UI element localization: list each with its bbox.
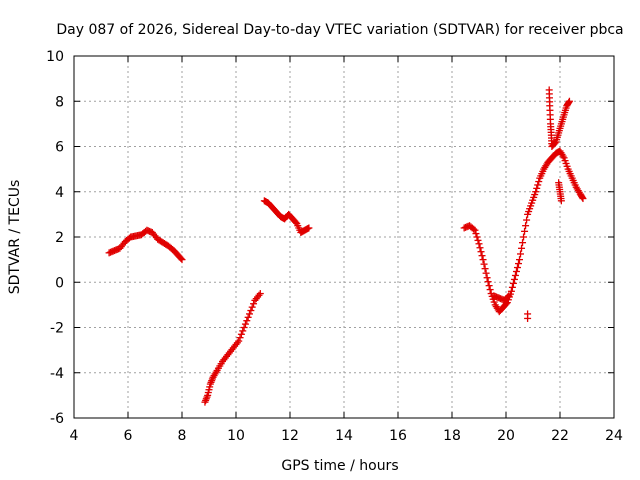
y-tick-label: 2 bbox=[55, 230, 64, 246]
data-point bbox=[256, 290, 264, 298]
data-point bbox=[484, 278, 492, 286]
data-point bbox=[535, 178, 543, 186]
data-point bbox=[520, 233, 528, 241]
y-tick-label: -4 bbox=[50, 366, 64, 382]
y-tick-label: 8 bbox=[55, 94, 64, 110]
data-point bbox=[241, 320, 249, 328]
data-point bbox=[507, 287, 515, 295]
data-point bbox=[504, 293, 512, 301]
data-point bbox=[517, 250, 525, 258]
data-point bbox=[513, 264, 521, 272]
data-point bbox=[248, 303, 256, 311]
data-point bbox=[236, 334, 244, 342]
data-point bbox=[524, 314, 532, 322]
x-tick-label: 20 bbox=[497, 428, 515, 444]
data-point bbox=[239, 327, 247, 335]
data-point bbox=[177, 254, 185, 262]
data-point bbox=[533, 184, 541, 192]
data-point bbox=[244, 313, 252, 321]
data-point bbox=[237, 330, 245, 338]
x-tick-label: 24 bbox=[605, 428, 623, 444]
data-point bbox=[578, 193, 586, 201]
y-tick-label: 0 bbox=[55, 275, 64, 291]
data-point bbox=[246, 310, 253, 318]
data-point bbox=[512, 268, 520, 276]
data-point bbox=[480, 260, 488, 268]
data-point bbox=[482, 269, 490, 277]
x-tick-label: 12 bbox=[281, 428, 299, 444]
data-point bbox=[202, 395, 210, 403]
data-point bbox=[508, 283, 516, 291]
y-tick-label: -6 bbox=[50, 411, 64, 427]
data-point bbox=[474, 236, 482, 244]
data-point bbox=[250, 300, 258, 308]
data-point bbox=[479, 256, 487, 264]
chart-title: Day 087 of 2026, Sidereal Day-to-day VTE… bbox=[56, 22, 623, 38]
y-axis-label: SDTVAR / TECUs bbox=[7, 180, 23, 295]
data-point bbox=[557, 197, 565, 205]
data-point bbox=[565, 97, 573, 105]
data-point bbox=[579, 195, 587, 203]
data-point bbox=[178, 256, 186, 264]
x-tick-label: 4 bbox=[70, 428, 79, 444]
x-axis-label: GPS time / hours bbox=[281, 458, 398, 474]
data-point bbox=[473, 233, 481, 241]
data-point bbox=[477, 248, 485, 256]
data-point bbox=[509, 279, 517, 287]
plot-frame bbox=[73, 55, 615, 419]
x-tick-label: 14 bbox=[335, 428, 353, 444]
x-tick-label: 18 bbox=[443, 428, 461, 444]
data-point bbox=[521, 227, 529, 235]
data-point bbox=[514, 260, 522, 268]
data-point bbox=[485, 282, 493, 290]
data-point bbox=[483, 274, 491, 282]
data-point bbox=[240, 324, 248, 331]
data-point bbox=[518, 244, 526, 252]
y-tick-label: -2 bbox=[50, 321, 64, 337]
data-point bbox=[532, 188, 540, 196]
data-point bbox=[519, 239, 527, 247]
data-point bbox=[472, 230, 480, 238]
y-tick-label: 6 bbox=[55, 140, 64, 156]
data-markers bbox=[105, 86, 587, 406]
data-point bbox=[565, 98, 573, 106]
data-point bbox=[305, 224, 313, 232]
data-point bbox=[481, 265, 489, 273]
data-point bbox=[470, 225, 478, 233]
data-point bbox=[534, 181, 542, 189]
data-point bbox=[522, 222, 530, 230]
data-point bbox=[475, 240, 483, 248]
data-point bbox=[476, 244, 484, 252]
x-tick-label: 10 bbox=[227, 428, 245, 444]
data-point bbox=[471, 226, 479, 234]
data-point bbox=[505, 292, 513, 300]
data-point bbox=[511, 271, 519, 279]
data-point bbox=[523, 216, 531, 224]
x-tick-label: 22 bbox=[551, 428, 569, 444]
x-tick-label: 8 bbox=[178, 428, 187, 444]
y-tick-label: 10 bbox=[46, 49, 64, 65]
data-point bbox=[510, 275, 518, 283]
data-point bbox=[478, 252, 486, 260]
data-point bbox=[247, 307, 255, 315]
x-tick-label: 6 bbox=[124, 428, 133, 444]
data-point bbox=[486, 286, 494, 294]
data-point bbox=[243, 317, 251, 325]
x-tick-label: 16 bbox=[389, 428, 407, 444]
data-point bbox=[516, 256, 523, 264]
y-tick-label: 4 bbox=[55, 185, 64, 201]
data-point bbox=[235, 337, 243, 345]
